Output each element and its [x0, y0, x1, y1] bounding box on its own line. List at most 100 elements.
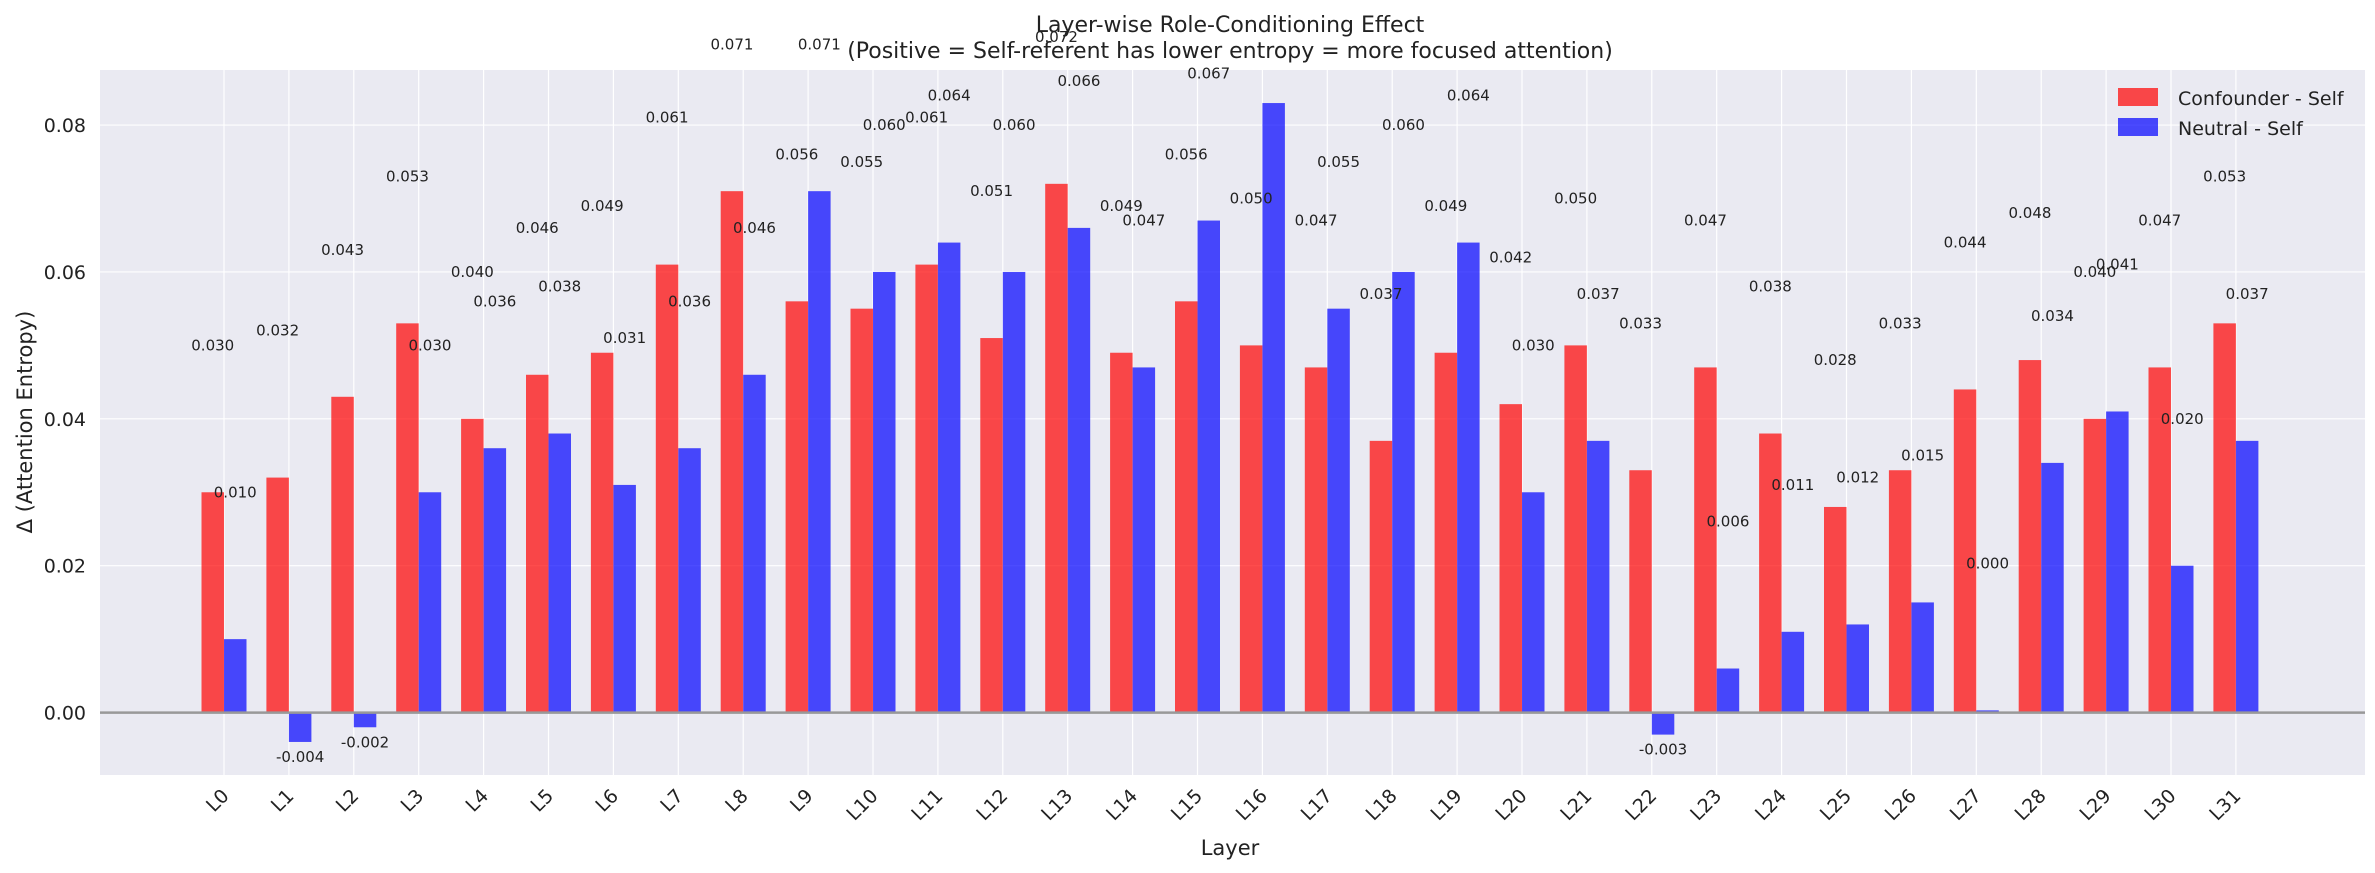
value-label-confounder: 0.046: [516, 219, 559, 237]
value-label-confounder: 0.055: [840, 153, 883, 171]
bar-confounder-self: [2018, 360, 2042, 713]
value-label-neutral: 0.047: [1122, 212, 1165, 230]
bar-confounder-self: [915, 264, 938, 713]
x-tick-label: L13: [1037, 785, 1077, 825]
bar-neutral-self: [678, 448, 701, 713]
bar-confounder-self: [785, 301, 809, 713]
y-tick-label: 0.06: [44, 262, 86, 284]
x-tick-label: L3: [397, 785, 429, 817]
value-label-neutral: 0.060: [1382, 116, 1425, 134]
bar-confounder-self: [331, 396, 354, 713]
value-label-confounder: 0.040: [451, 263, 494, 281]
value-label-neutral: 0.030: [1512, 336, 1555, 354]
value-label-neutral: 0.046: [733, 219, 776, 237]
value-label-neutral: 0.064: [1447, 87, 1490, 105]
bar-confounder-self: [526, 374, 549, 713]
bar-confounder-self: [720, 191, 744, 713]
value-label-confounder: 0.047: [1684, 212, 1727, 230]
x-tick-label: L18: [1362, 785, 1402, 825]
bar-confounder-self: [1434, 352, 1458, 713]
value-label-neutral: 0.038: [538, 278, 581, 296]
x-tick-label: L1: [267, 785, 299, 817]
x-tick-label: L14: [1102, 785, 1142, 825]
value-label-confounder: 0.053: [386, 167, 429, 185]
value-label-confounder: 0.047: [2138, 212, 2181, 230]
bar-neutral-self: [613, 484, 636, 713]
value-label-neutral: 0.067: [1187, 65, 1230, 83]
bar-neutral-self: [1586, 440, 1610, 713]
value-label-neutral: 0.012: [1836, 469, 1879, 487]
bar-confounder-self: [2213, 323, 2236, 713]
bar-confounder-self: [980, 338, 1003, 713]
x-tick-label: L26: [1881, 785, 1921, 825]
bar-confounder-self: [850, 308, 873, 713]
bar-confounder-self: [1499, 404, 1522, 713]
y-tick-labels: 0.00 0.02 0.04 0.06 0.08: [44, 115, 86, 725]
value-label-confounder: 0.043: [321, 241, 364, 259]
bar-confounder-self: [461, 418, 484, 713]
value-label-neutral: 0.011: [1771, 476, 1814, 494]
value-label-confounder: 0.072: [1035, 28, 1078, 46]
value-label-confounder: 0.049: [1100, 197, 1143, 215]
x-tick-label: L2: [332, 785, 364, 817]
x-tick-label: L17: [1297, 785, 1337, 825]
bar-neutral-self: [1911, 602, 1934, 713]
bar-neutral-self: [1457, 242, 1480, 713]
bar-neutral-self: [808, 191, 831, 713]
x-tick-label: L15: [1167, 785, 1207, 825]
x-tick-label: L30: [2140, 785, 2180, 825]
x-tick-label: L7: [656, 785, 688, 817]
bar-confounder-self: [266, 477, 289, 713]
value-label-neutral: 0.030: [408, 336, 451, 354]
legend-label-confounder: Confounder - Self: [2178, 88, 2345, 110]
bar-confounder-self: [2083, 418, 2107, 713]
legend: Confounder - Self Neutral - Self: [2118, 88, 2345, 140]
bars: [201, 103, 2259, 742]
x-tick-labels: L0 L1 L2 L3 L4 L5 L6 L7 L8 L9 L10 L11 L12 L13 L14 L15 L1…: [202, 785, 2245, 825]
value-label-confounder: 0.032: [256, 322, 299, 340]
value-label-confounder: 0.061: [646, 109, 689, 127]
bar-neutral-self: [1651, 712, 1675, 735]
value-label-neutral: -0.004: [276, 748, 324, 766]
value-label-neutral: 0.000: [1966, 555, 2009, 573]
value-label-neutral: 0.055: [1317, 153, 1360, 171]
x-tick-label: L24: [1751, 785, 1791, 825]
value-label-neutral: -0.002: [341, 733, 389, 751]
value-label-confounder: 0.061: [905, 109, 948, 127]
x-tick-label: L9: [786, 785, 818, 817]
bar-confounder-self: [1369, 440, 1393, 713]
value-label-confounder: 0.051: [970, 182, 1013, 200]
bar-confounder-self: [1953, 389, 1977, 713]
bar-neutral-self: [873, 271, 896, 713]
y-tick-label: 0.00: [44, 703, 86, 725]
bar-confounder-self: [655, 264, 679, 713]
bar-neutral-self: [1522, 492, 1545, 713]
x-tick-label: L22: [1621, 785, 1661, 825]
bar-neutral-self: [418, 492, 442, 713]
value-label-neutral: 0.034: [2031, 307, 2074, 325]
value-label-neutral: 0.060: [993, 116, 1036, 134]
value-label-confounder: 0.050: [1230, 190, 1273, 208]
bar-confounder-self: [201, 492, 224, 713]
value-labels: 0.030 0.032 0.043 0.053 0.040 0.046 0.049 0.061…: [191, 28, 2268, 766]
bar-confounder-self: [1239, 345, 1263, 713]
bar-neutral-self: [288, 712, 312, 742]
value-label-confounder: 0.040: [2073, 263, 2116, 281]
bar-confounder-self: [1564, 345, 1587, 713]
value-label-confounder: 0.044: [1944, 234, 1987, 252]
bar-neutral-self: [1262, 103, 1285, 713]
value-label-confounder: 0.033: [1619, 314, 1662, 332]
value-label-confounder: 0.056: [1165, 145, 1208, 163]
x-tick-label: L23: [1686, 785, 1726, 825]
bar-neutral-self: [548, 433, 571, 713]
x-tick-label: L16: [1232, 785, 1272, 825]
value-label-neutral: 0.031: [603, 329, 646, 347]
bar-neutral-self: [2106, 411, 2129, 713]
bar-neutral-self: [1846, 624, 1869, 713]
bar-confounder-self: [1694, 367, 1717, 713]
legend-swatch-neutral: [2118, 118, 2158, 136]
value-label-confounder: 0.049: [581, 197, 624, 215]
value-label-neutral: 0.036: [668, 292, 711, 310]
value-label-confounder: 0.028: [1814, 351, 1857, 369]
